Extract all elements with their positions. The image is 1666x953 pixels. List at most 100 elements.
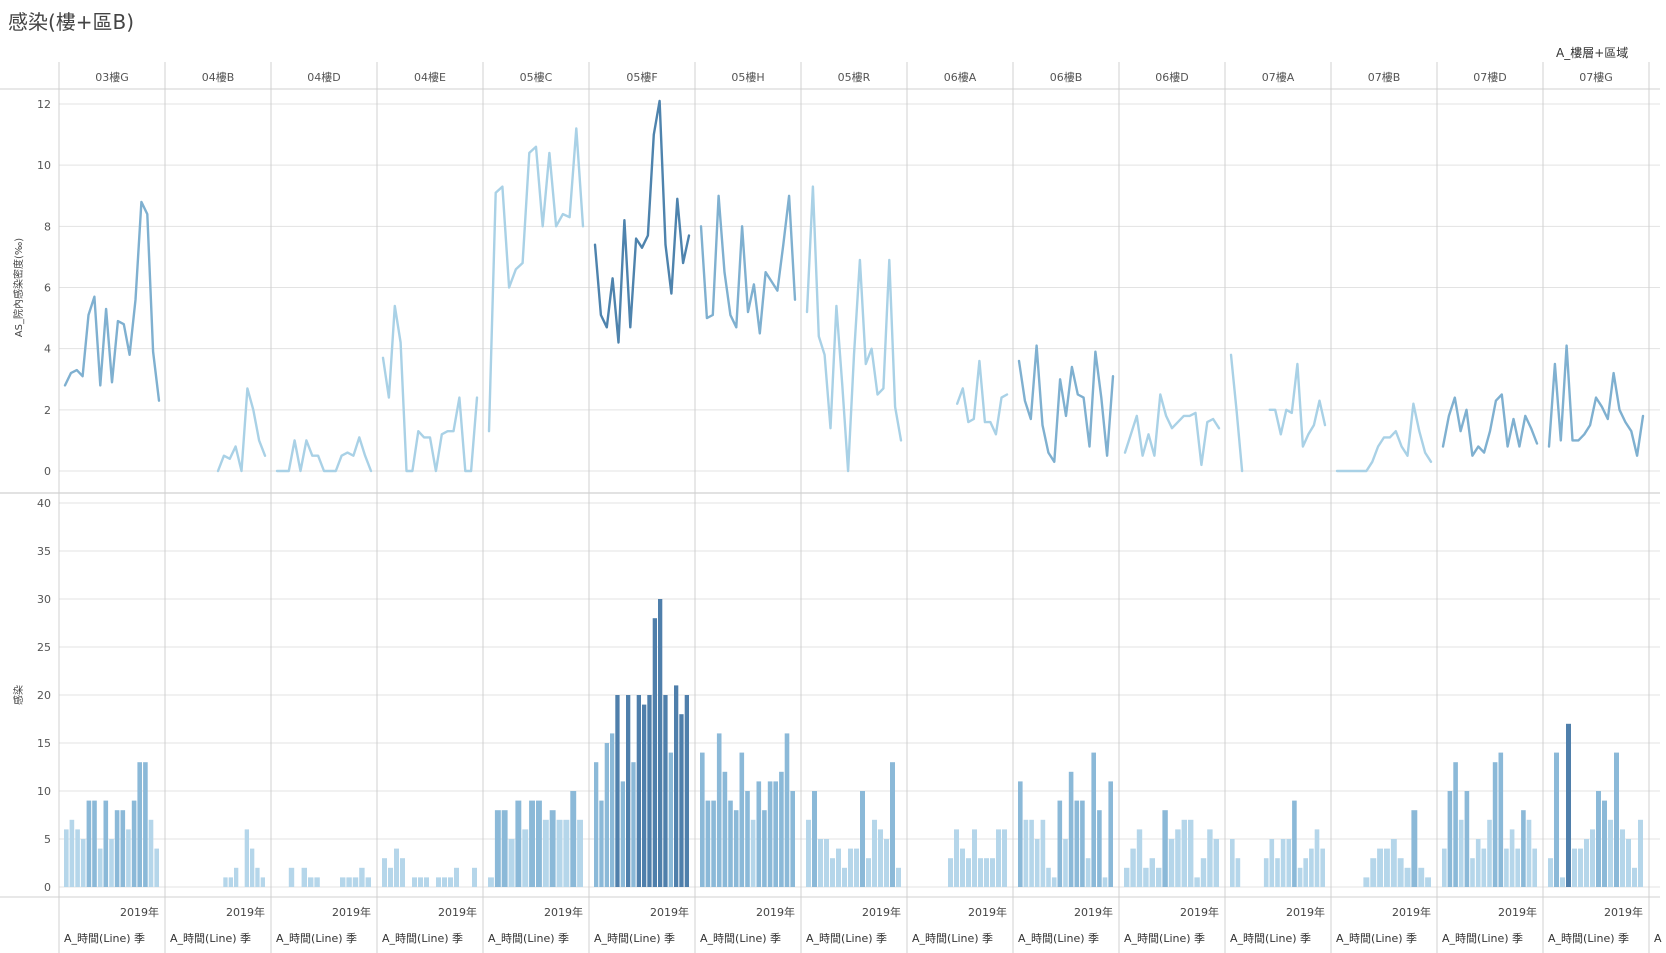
bar-06樓B [1097, 810, 1102, 887]
bar-03樓G [137, 762, 142, 887]
bar-04樓B [244, 829, 249, 887]
bar-05樓F [684, 695, 689, 887]
bar-06樓D [1124, 867, 1130, 887]
bar-05樓F [674, 685, 679, 887]
bar-05樓H [739, 752, 745, 887]
y-tick-label: 30 [37, 593, 51, 606]
bar-07樓G [1596, 791, 1601, 887]
bar-05樓R [896, 867, 901, 887]
y-tick-label: 15 [37, 737, 51, 750]
bar-06樓B [1051, 877, 1057, 887]
bar-03樓G [80, 839, 86, 887]
series-line-03樓G [63, 200, 161, 402]
bar-06樓B [1034, 839, 1040, 887]
column-header-title: A_樓層+區域 [1556, 46, 1629, 60]
bar-06樓B [1018, 781, 1023, 887]
series-line-05樓H [699, 194, 797, 335]
bar-06樓D [1136, 829, 1143, 887]
panel-header-07樓G: 07樓G [1579, 70, 1613, 84]
bar-06樓A [978, 858, 983, 887]
bar-05樓R [818, 839, 823, 887]
bar-07樓A [1314, 829, 1320, 887]
bar-05樓F [636, 695, 641, 887]
bar-04樓E [472, 867, 477, 887]
bar-05樓F [615, 695, 620, 887]
bar-04樓B [228, 877, 233, 887]
bar-07樓D [1447, 791, 1453, 887]
y-tick-label: 5 [44, 833, 51, 846]
bar-06樓D [1149, 858, 1155, 887]
bar-05樓R [824, 839, 829, 887]
bar-05樓C [542, 819, 549, 887]
bar-06樓B [1080, 800, 1085, 887]
bar-05樓C [515, 800, 522, 887]
bar-07樓A [1286, 839, 1292, 887]
bar-04樓D [365, 877, 371, 887]
panel-header-05樓F: 05樓F [626, 70, 657, 84]
bar-06樓B [1108, 781, 1113, 887]
bar-07樓G [1584, 839, 1589, 887]
bar-06樓A [990, 858, 995, 887]
bar-06樓D [1181, 819, 1187, 887]
bar-07樓G [1632, 867, 1637, 887]
bar-03樓G [143, 762, 148, 887]
bar-07樓A [1292, 800, 1297, 887]
panel-header-06樓A: 06樓A [944, 70, 977, 84]
footer-axis-label: A_時間(Line) 季 [806, 932, 887, 945]
y-axis-title-density: AS_院內感染密度(‰) [12, 238, 25, 338]
bar-04樓E [442, 877, 447, 887]
bar-05樓R [884, 839, 889, 887]
bar-04樓D [352, 877, 359, 887]
bar-06樓D [1213, 839, 1219, 887]
bar-07樓D [1458, 819, 1464, 887]
bar-07樓D [1464, 791, 1470, 887]
bar-03樓G [109, 839, 114, 887]
footer-axis-label: A_時間(Line) 季 [1124, 932, 1205, 945]
series-line-07樓G [1547, 344, 1645, 457]
bar-05樓C [570, 791, 577, 887]
footer-year-label: 2019年 [968, 905, 1007, 919]
bar-04樓E [400, 858, 405, 887]
bar-05樓H [773, 781, 778, 887]
y-tick-label: 0 [44, 465, 51, 478]
bar-06樓D [1143, 867, 1149, 887]
bar-04樓E [418, 877, 423, 887]
bar-05樓H [711, 800, 716, 887]
bar-07樓G [1560, 877, 1565, 887]
bar-03樓G [114, 810, 120, 887]
bar-05樓H [767, 781, 773, 887]
bar-05樓H [756, 781, 762, 887]
bar-07樓B [1384, 848, 1390, 887]
y-axis-title-infections: 感染 [12, 685, 25, 705]
y-tick-label: 35 [37, 545, 51, 558]
bar-05樓F [668, 752, 673, 887]
bar-06樓D [1156, 867, 1162, 887]
y-tick-label: 20 [37, 689, 51, 702]
bar-06樓D [1188, 819, 1194, 887]
bar-05樓F [647, 695, 652, 887]
bar-05樓R [806, 819, 811, 887]
bar-06樓A [996, 829, 1001, 887]
bar-05樓R [860, 791, 865, 887]
bar-07樓A [1263, 858, 1269, 887]
footer-year-label: 2019年 [1286, 905, 1325, 919]
bar-07樓D [1509, 829, 1515, 887]
bar-07樓D [1504, 848, 1509, 887]
bar-07樓A [1230, 839, 1235, 887]
bar-07樓D [1521, 810, 1526, 887]
bar-05樓F [610, 733, 615, 887]
bar-05樓C [563, 819, 570, 887]
bar-06樓B [1063, 839, 1068, 887]
bar-04樓B [260, 877, 265, 887]
footer-axis-label: A_時間(Line) 季 [912, 932, 993, 945]
bar-05樓H [728, 800, 733, 887]
y-tick-label: 40 [37, 497, 51, 510]
footer-year-label: 2019年 [438, 905, 477, 919]
bar-04樓E [424, 877, 429, 887]
bar-03樓G [86, 800, 92, 887]
footer-axis-label: A_時間(Line) 季 [1442, 932, 1523, 945]
bar-07樓B [1418, 867, 1425, 887]
bar-05樓C [529, 800, 535, 887]
footer-axis-label: A_時間(Line) 季 [64, 932, 145, 945]
